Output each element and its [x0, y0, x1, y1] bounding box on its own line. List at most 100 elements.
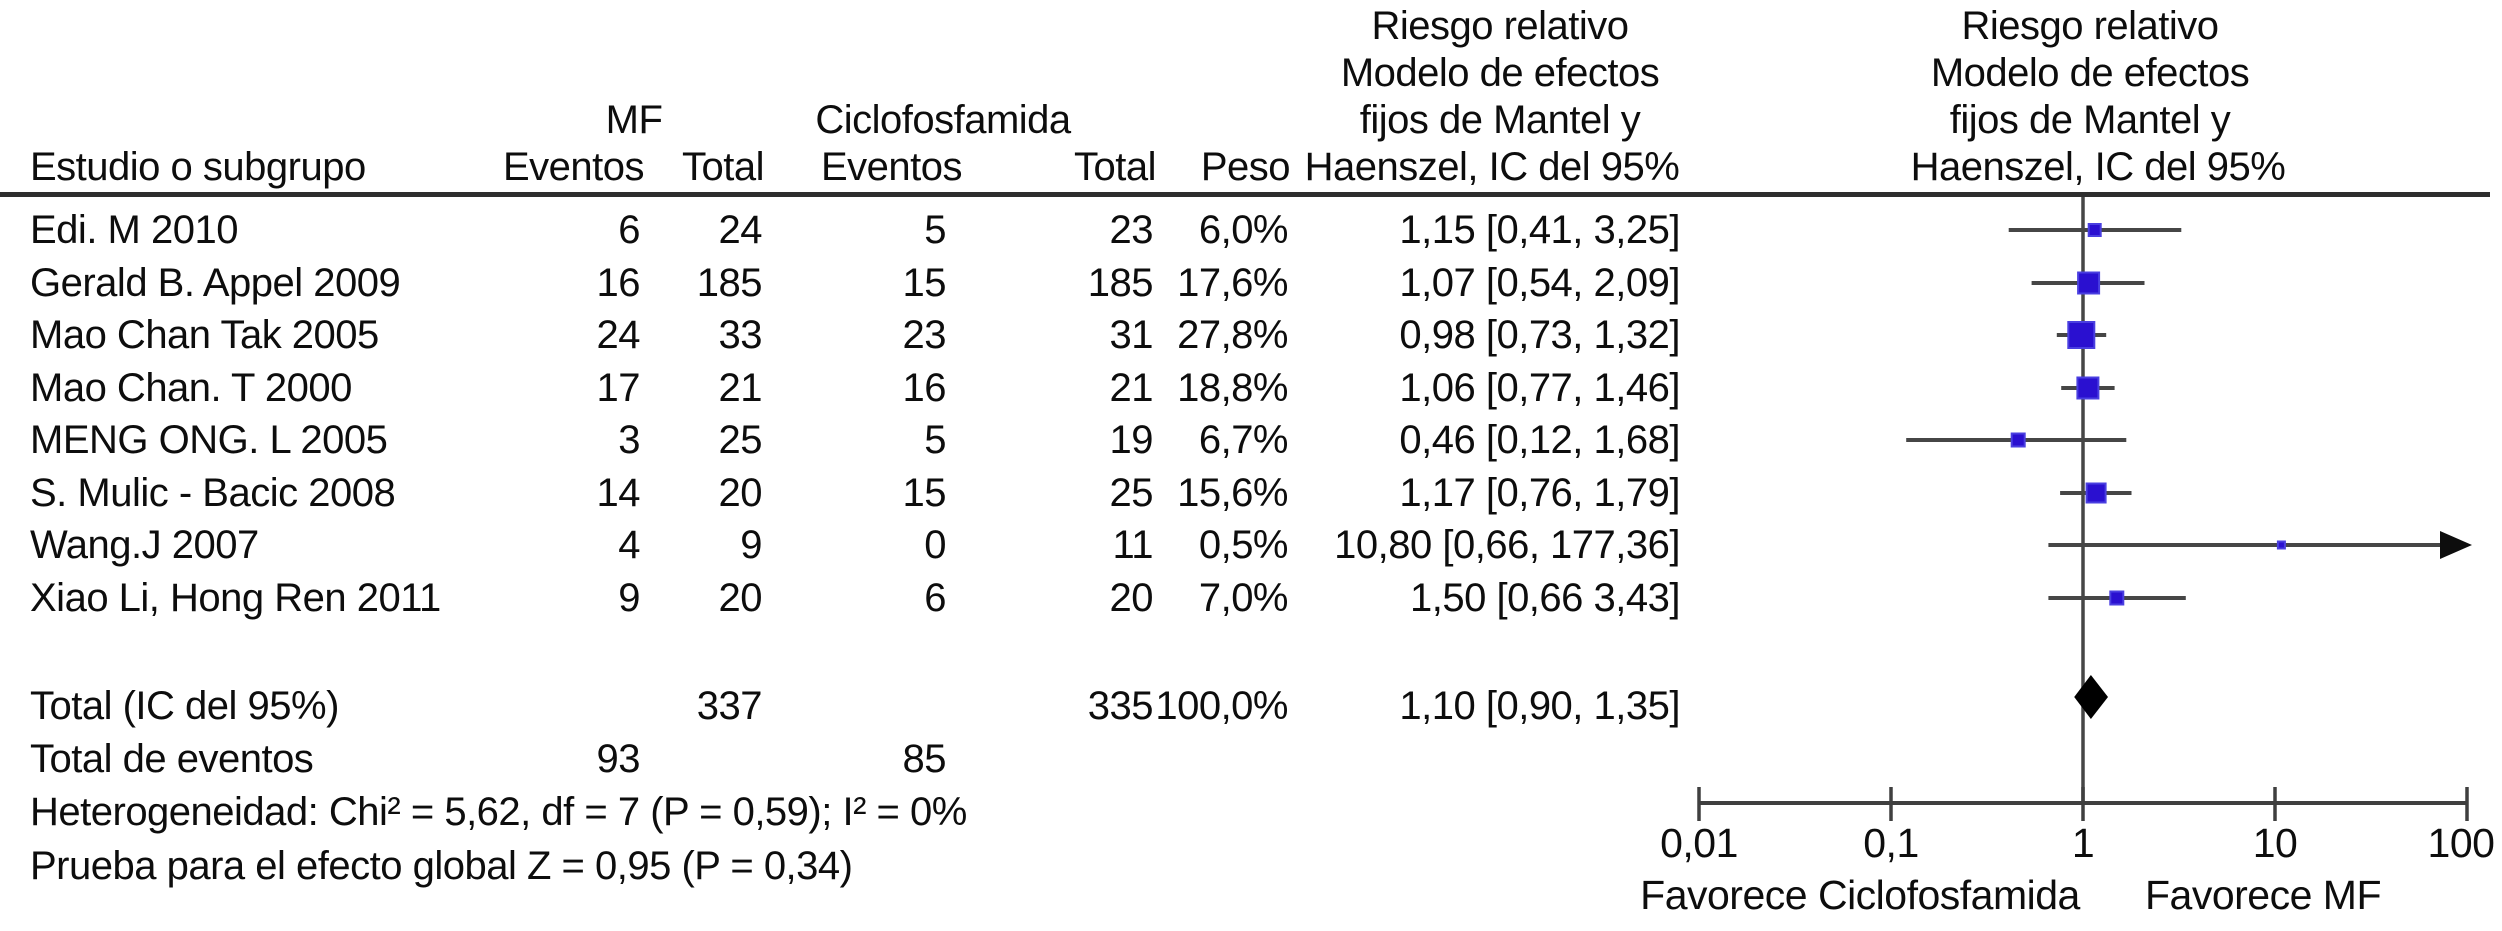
x-axis-tick-label: 1 — [2072, 820, 2094, 866]
cell-mf-total: 185 — [696, 261, 763, 305]
effect-square — [2085, 482, 2107, 504]
cell-c-total: 19 — [1109, 418, 1154, 462]
cell-rr-ci: 1,15 [0,41, 3,25] — [1399, 208, 1680, 252]
rr-header-line4: Haenszel, IC del 95% — [1304, 145, 1680, 189]
cell-c-events: 0 — [924, 523, 946, 567]
favors-left-label: Favorece Ciclofosfamida — [1640, 872, 2080, 918]
x-axis-tick-label: 10 — [2253, 820, 2298, 866]
effect-square — [2109, 590, 2125, 606]
rr-header-line1: Riesgo relativo — [1371, 4, 1629, 48]
cell-c-events: 15 — [902, 261, 947, 305]
total-c-total: 335 — [1087, 684, 1154, 728]
cell-c-total: 185 — [1087, 261, 1154, 305]
overall-effect-stat: Prueba para el efecto global Z = 0,95 (P… — [30, 844, 853, 888]
cell-study-name: Edi. M 2010 — [30, 208, 238, 252]
cell-c-total: 25 — [1109, 471, 1154, 515]
header-rule — [0, 192, 2490, 197]
cell-mf-events: 16 — [596, 261, 641, 305]
cell-c-events: 15 — [902, 471, 947, 515]
effect-square — [2087, 223, 2102, 237]
col-header-peso: Peso — [1200, 145, 1291, 189]
cell-c-events: 16 — [902, 366, 947, 410]
effect-square — [2076, 376, 2100, 400]
cell-rr-ci: 10,80 [0,66, 177,36] — [1334, 523, 1680, 567]
total-events-label: Total de eventos — [30, 737, 314, 781]
cell-study-name: Mao Chan. T 2000 — [30, 366, 352, 410]
x-axis-tick-label: 0,1 — [1863, 820, 1919, 866]
cell-study-name: Mao Chan Tak 2005 — [30, 313, 379, 357]
heterogeneity-stat: Heterogeneidad: Chi² = 5,62, df = 7 (P =… — [30, 790, 967, 834]
cell-mf-events: 17 — [596, 366, 641, 410]
col-header-study: Estudio o subgrupo — [30, 145, 366, 189]
cell-weight: 17,6% — [1177, 261, 1288, 305]
cell-rr-ci: 1,07 [0,54, 2,09] — [1399, 261, 1680, 305]
cell-weight: 18,8% — [1177, 366, 1288, 410]
plot-header-line1: Riesgo relativo — [1961, 4, 2219, 48]
cell-c-total: 20 — [1109, 576, 1154, 620]
cell-study-name: S. Mulic - Bacic 2008 — [30, 471, 396, 515]
rr-header-line2: Modelo de efectos — [1340, 51, 1660, 95]
total-rr-ci: 1,10 [0,90, 1,35] — [1399, 684, 1680, 728]
total-weight: 100,0% — [1155, 684, 1288, 728]
favors-right-label: Favorece MF — [2145, 872, 2381, 918]
cell-rr-ci: 1,17 [0,76, 1,79] — [1399, 471, 1680, 515]
total-row-label: Total (IC del 95%) — [30, 684, 339, 728]
cell-study-name: Wang.J 2007 — [30, 523, 259, 567]
col-group-mf: MF — [605, 98, 663, 142]
col-header-mf-eventos: Eventos — [502, 145, 645, 189]
total-events-c: 85 — [902, 737, 947, 781]
cell-mf-events: 4 — [618, 523, 640, 567]
cell-rr-ci: 1,06 [0,77, 1,46] — [1399, 366, 1680, 410]
col-header-mf-total: Total — [682, 145, 765, 189]
cell-weight: 6,7% — [1198, 418, 1289, 462]
cell-mf-events: 9 — [618, 576, 640, 620]
plot-header-line2: Modelo de efectos — [1930, 51, 2250, 95]
col-header-c-total: Total — [1074, 145, 1157, 189]
total-mf-total: 337 — [696, 684, 763, 728]
cell-c-events: 23 — [902, 313, 947, 357]
col-header-c-eventos: Eventos — [820, 145, 963, 189]
cell-mf-events: 24 — [596, 313, 641, 357]
cell-mf-total: 24 — [718, 208, 763, 252]
cell-c-events: 5 — [924, 418, 946, 462]
cell-mf-events: 3 — [618, 418, 640, 462]
cell-c-events: 5 — [924, 208, 946, 252]
plot-header-line4: Haenszel, IC del 95% — [1910, 145, 2286, 189]
effect-square — [2276, 540, 2286, 550]
cell-mf-events: 6 — [618, 208, 640, 252]
cell-weight: 6,0% — [1198, 208, 1289, 252]
cell-mf-total: 9 — [740, 523, 762, 567]
x-axis-tick-label: 100 — [2428, 820, 2495, 866]
cell-mf-total: 33 — [718, 313, 763, 357]
cell-c-total: 21 — [1109, 366, 1154, 410]
ci-arrow-right — [2440, 531, 2472, 559]
cell-mf-total: 21 — [718, 366, 763, 410]
cell-rr-ci: 0,46 [0,12, 1,68] — [1399, 418, 1680, 462]
cell-rr-ci: 0,98 [0,73, 1,32] — [1399, 313, 1680, 357]
cell-rr-ci: 1,50 [0,66 3,43] — [1409, 576, 1681, 620]
cell-study-name: MENG ONG. L 2005 — [30, 418, 388, 462]
effect-square — [2010, 432, 2026, 448]
total-events-mf: 93 — [596, 737, 641, 781]
rr-header-line3: fijos de Mantel y — [1359, 98, 1641, 142]
total-diamond — [2074, 675, 2108, 719]
x-axis-tick-label: 0,01 — [1660, 820, 1738, 866]
cell-mf-total: 25 — [718, 418, 763, 462]
cell-c-total: 11 — [1112, 523, 1153, 567]
cell-weight: 7,0% — [1198, 576, 1289, 620]
effect-square — [2077, 271, 2101, 295]
cell-weight: 27,8% — [1177, 313, 1288, 357]
cell-weight: 15,6% — [1177, 471, 1288, 515]
cell-mf-total: 20 — [718, 471, 763, 515]
cell-weight: 0,5% — [1198, 523, 1289, 567]
cell-mf-events: 14 — [596, 471, 641, 515]
cell-study-name: Gerald B. Appel 2009 — [30, 261, 401, 305]
cell-study-name: Xiao Li, Hong Ren 2011 — [30, 576, 441, 620]
cell-mf-total: 20 — [718, 576, 763, 620]
plot-header-line3: fijos de Mantel y — [1949, 98, 2231, 142]
cell-c-events: 6 — [924, 576, 946, 620]
cell-c-total: 31 — [1109, 313, 1154, 357]
cell-c-total: 23 — [1109, 208, 1154, 252]
col-group-ciclofosfamida: Ciclofosfamida — [815, 98, 1071, 142]
